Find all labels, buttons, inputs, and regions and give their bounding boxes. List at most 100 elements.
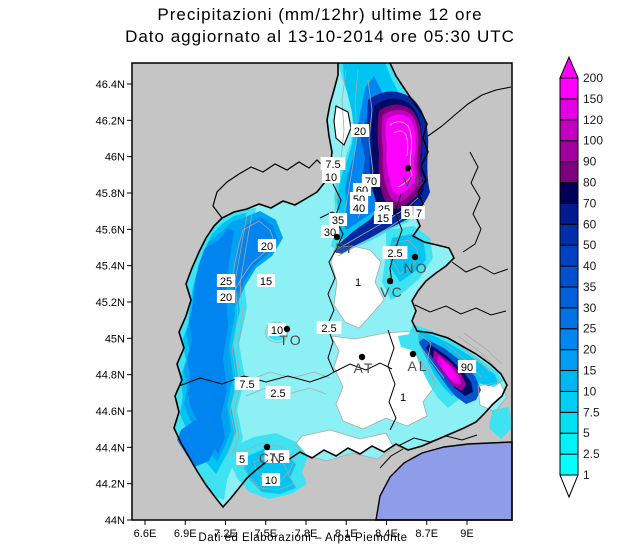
latitude-axis: 46.4N 46.2N 46N 45.8N 45.6N 45.4N 45.2N 45N 44.8… [96,79,132,527]
station-dot-vb [404,164,412,172]
station-dot-vc [386,277,394,285]
y-tick-label: 45.2N [96,297,125,309]
contour-label-value: 5 [239,454,245,466]
colorbar-cell [559,265,579,288]
contour-label-box [267,323,287,336]
station-label-at: AT [354,360,375,376]
colorbar-value: 200 [583,71,603,85]
colorbar-cell [559,77,579,100]
contour-label-value: 10 [271,325,283,337]
contour-label-value: 30 [324,227,336,239]
colorbar-value: 50 [583,238,597,252]
station-dot-bi [333,233,341,241]
y-tick-label: 46.2N [96,115,125,127]
station-dot-no [411,253,419,261]
colorbar-under-arrow [559,474,579,499]
contour-label-value: 7.5 [269,452,284,464]
y-tick-label: 45.8N [96,188,125,200]
y-tick-label: 45.4N [96,261,125,273]
colorbar-cell [559,244,579,267]
contour-label-box [373,211,393,224]
contour-label-box [234,377,260,390]
contour-label-value: 25 [220,276,232,288]
y-tick-label: 45N [105,333,125,345]
colorbar-value: 2.5 [583,447,600,461]
colorbar-cell [559,98,579,121]
station-label-al: AL [407,358,428,374]
map-subtitle: Dato aggiornato al 13-10-2014 ore 05:30 … [125,27,515,46]
colorbar-value: 150 [583,92,603,106]
contour-label-value: 10 [265,475,277,487]
map-frame [131,62,513,521]
station-dot-at [358,353,366,361]
contour-label-box [216,274,236,287]
station-dot-to [283,325,291,333]
contour-label-box [397,390,409,403]
contour-label-value: 1 [400,392,406,404]
contour-label-value: 7 [416,208,422,220]
colorbar-cell [559,223,579,246]
x-tick-label: 7.5E [254,528,277,540]
station-label-no: NO [404,260,429,276]
contour-label-value: 40 [353,203,365,215]
contour-label-box [261,473,281,486]
x-tick-label: 6.6E [134,528,157,540]
colorbar-value: 30 [583,301,597,315]
colorbar-cell [559,328,579,351]
colorbar-legend: 1 2.5 5 7.5 10 15 20 25 30 35 40 50 60 70 80 90 100 120 15… [559,55,603,499]
y-tick-label: 46N [105,152,125,164]
colorbar-value: 35 [583,280,597,294]
colorbar-over-arrow [559,55,579,79]
x-tick-label: 8.7E [415,528,438,540]
colorbar-value: 80 [583,175,597,189]
contour-label-box [401,206,413,219]
contour-label-box [328,213,348,226]
contour-label-value: 5 [404,208,410,220]
colorbar-value: 100 [583,134,603,148]
contour-label-box [350,124,370,137]
contour-label-box [256,274,276,287]
y-tick-label: 44.4N [96,442,125,454]
station-label-vb: VB [403,173,426,189]
y-tick-label: 46.4N [96,79,125,91]
colorbar-value: 70 [583,196,597,210]
station-label-cn: CN [259,450,283,466]
colorbar-cell [559,181,579,204]
colorbar-value: 40 [583,259,597,273]
colorbar-cell [559,161,579,183]
contour-label-box [413,206,425,219]
contour-label-value: 35 [332,215,344,227]
contour-label-box [216,290,236,303]
station-dot-al [409,350,417,358]
x-tick-label: 6.9E [174,528,197,540]
map-title: Precipitazioni (mm/12hr) ultime 12 ore [157,5,483,24]
x-tick-label: 7.8E [295,528,318,540]
colorbar-cell [559,453,579,476]
colorbar-cell [559,370,579,392]
colorbar-cell [559,307,579,330]
colorbar-cell [559,202,579,225]
colorbar-value: 20 [583,343,597,357]
contour-label-box [457,360,477,373]
contour-label-box [257,239,277,252]
colorbar-value: 60 [583,217,597,231]
contour-label-value: 2.5 [270,388,285,400]
credit-caption: Dati ed Elaborazioni – Arpa Piemonte [198,532,408,544]
contour-label-value: 2.5 [321,323,336,335]
colorbar-cell [559,119,579,142]
x-tick-label: 8.1E [335,528,358,540]
x-tick-label: 9E [460,528,473,540]
station-label-bi: BI [335,240,352,256]
contour-label-value: 15 [260,276,272,288]
x-tick-label: 7.2E [214,528,237,540]
contour-label-value: 20 [261,241,273,253]
contour-label-box [320,225,340,238]
colorbar-cell [559,432,579,455]
x-tick-label: 8.4E [375,528,398,540]
colorbar-value: 120 [583,113,603,127]
contour-lines-light [389,121,413,188]
longitude-axis: 6.6E 6.9E 7.2E 7.5E 7.8E 8.1E 8.4E 8.7E 9E [134,520,474,540]
contour-label-value: 7.5 [325,159,340,171]
station-label-to: TO [279,332,302,348]
